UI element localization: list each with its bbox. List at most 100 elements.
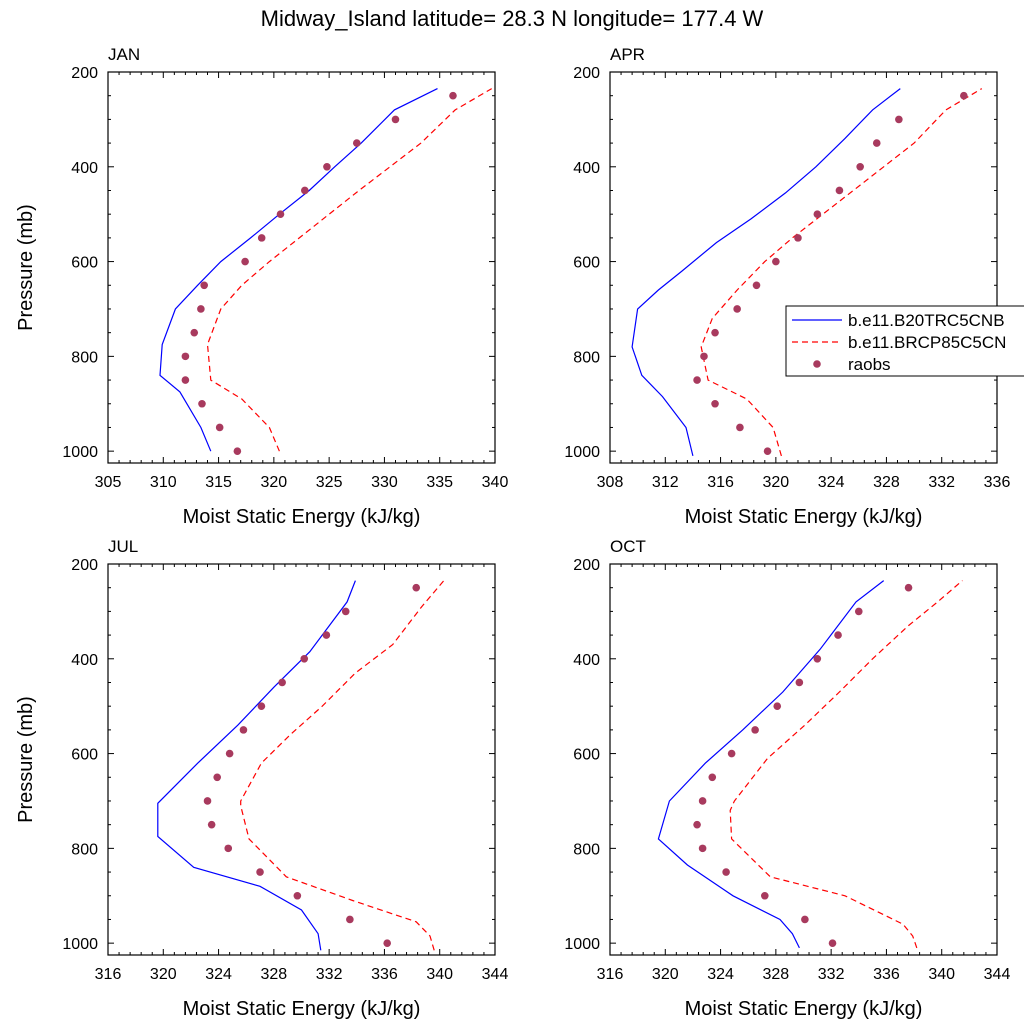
raobs-point (257, 702, 266, 710)
x-tick-label: 340 (426, 966, 453, 983)
x-tick-label: 336 (984, 474, 1011, 491)
raobs-point (722, 868, 730, 876)
raobs-point (181, 376, 190, 384)
x-tick-label: 328 (763, 966, 790, 983)
x-tick-label: 332 (928, 474, 955, 491)
raobs-point (813, 210, 822, 218)
raobs-point (854, 607, 863, 616)
raobs-point (278, 678, 286, 687)
legend-label: b.e11.BRCP85C5CN (848, 333, 1006, 352)
legend-label: b.e11.B20TRC5CNB (848, 311, 1005, 330)
y-tick-label: 400 (71, 160, 98, 177)
raobs-point (323, 162, 331, 171)
x-tick-label: 324 (205, 966, 232, 983)
y-tick-label: 600 (71, 255, 98, 272)
x-tick-label: 310 (150, 474, 177, 491)
y-tick-label: 1000 (564, 444, 600, 461)
y-tick-label: 600 (71, 747, 98, 764)
panels: 305 310 315 320 325 330 335 340 200 400 600 800 1000… (15, 45, 1010, 1020)
x-tick-label: 332 (316, 966, 343, 983)
raobs-point (752, 281, 761, 290)
raobs-point (301, 186, 309, 195)
raobs-point (412, 583, 421, 592)
panel-oct: 316 320 324 328 332 336 340 344 200 400 600 800 1000… (564, 537, 1010, 1020)
y-tick-label: 200 (71, 65, 98, 82)
raobs-point (197, 305, 205, 313)
raobs-point (200, 281, 208, 290)
y-tick-label: 800 (71, 349, 98, 366)
plot-frame (107, 563, 496, 956)
raobs-point (794, 234, 802, 242)
plot-frame (107, 71, 496, 464)
raobs-point (700, 352, 708, 361)
x-tick-label: 344 (482, 966, 509, 983)
series-line-rcp85 (240, 580, 445, 951)
x-tick-label: 324 (707, 966, 734, 983)
y-axis-title: Pressure (mb) (15, 696, 37, 823)
series-line-20tr (631, 88, 901, 457)
raobs-point (181, 352, 190, 361)
x-tick-label: 320 (652, 966, 679, 983)
raobs-point (773, 702, 782, 710)
x-axis-title: Moist Static Energy (kJ/kg) (183, 506, 421, 528)
x-tick-label: 328 (261, 966, 288, 983)
y-tick-label: 200 (573, 65, 600, 82)
x-tick-label: 316 (597, 966, 624, 983)
x-tick-label: 312 (652, 474, 679, 491)
panel-title: APR (610, 45, 645, 64)
raobs-point (213, 773, 221, 782)
raobs-point (225, 749, 234, 758)
raobs-point (241, 257, 249, 266)
x-tick-label: 316 (95, 966, 122, 983)
raobs-point (895, 115, 903, 124)
x-tick-label: 330 (371, 474, 398, 491)
panel-title: OCT (610, 537, 646, 556)
y-tick-label: 800 (573, 349, 600, 366)
y-tick-label: 1000 (62, 444, 98, 461)
raobs-point (856, 162, 864, 171)
y-tick-label: 200 (71, 557, 98, 574)
panel-apr: 308 312 316 320 324 328 332 336 200 400 600 800 1000… (564, 45, 1010, 528)
raobs-point (224, 844, 233, 853)
x-axis-title: Moist Static Energy (kJ/kg) (183, 998, 421, 1020)
raobs-point (233, 447, 242, 455)
raobs-point (256, 868, 264, 876)
raobs-point (239, 726, 248, 734)
x-tick-label: 340 (928, 966, 955, 983)
y-tick-label: 400 (71, 652, 98, 669)
raobs-point (341, 607, 350, 616)
raobs-point (872, 139, 881, 147)
raobs-point (257, 234, 266, 242)
raobs-point (960, 91, 968, 100)
panel-jul: 316 320 324 328 332 336 340 344 200 400 600 800 1000… (15, 537, 508, 1020)
x-tick-label: 316 (707, 474, 734, 491)
panel-title: JUL (108, 537, 138, 556)
x-tick-label: 315 (205, 474, 232, 491)
raobs-point (693, 820, 701, 829)
raobs-point (736, 423, 744, 432)
raobs-point (698, 844, 707, 853)
legend-box (785, 305, 1024, 377)
raobs-point (763, 447, 772, 455)
raobs-point (711, 328, 719, 337)
raobs-point (698, 797, 707, 805)
series-line-rcp85 (729, 580, 963, 949)
raobs-point (198, 399, 206, 408)
legend: b.e11.B20TRC5CNB b.e11.BRCP85C5CN raobs (785, 305, 1024, 377)
y-tick-label: 600 (573, 255, 600, 272)
x-tick-label: 324 (818, 474, 845, 491)
raobs-point (300, 654, 309, 663)
raobs-point (449, 91, 457, 100)
raobs-point (346, 915, 354, 924)
raobs-point (391, 115, 400, 124)
series-line-20tr (157, 580, 356, 951)
figure-title: Midway_Island latitude= 28.3 N longitude… (261, 6, 764, 31)
plot-frame (609, 71, 998, 464)
legend-label: raobs (848, 355, 891, 374)
raobs-point (772, 257, 780, 266)
x-tick-label: 332 (818, 966, 845, 983)
series-line-20tr (159, 88, 438, 452)
x-tick-label: 308 (597, 474, 624, 491)
raobs-point (207, 820, 216, 829)
